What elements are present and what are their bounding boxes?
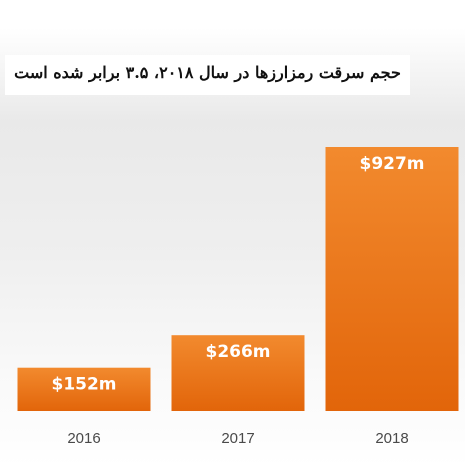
data-label-2018: $927m [359,154,424,174]
bar-2016 [17,367,151,411]
data-label-2016: $152m [51,375,116,395]
bar-2018 [325,147,459,411]
title-box: حجم سرقت رمزارزها در سال ۲۰۱۸، ۳.۵ برابر… [5,55,410,95]
chart-title: حجم سرقت رمزارزها در سال ۲۰۱۸، ۳.۵ برابر… [14,63,401,82]
data-label-2017: $266m [205,342,270,362]
x-tick-label-2018: 2018 [375,430,408,447]
bar-2017 [171,335,305,411]
x-tick-label-2017: 2017 [221,430,254,447]
x-tick-label-2016: 2016 [67,430,100,447]
